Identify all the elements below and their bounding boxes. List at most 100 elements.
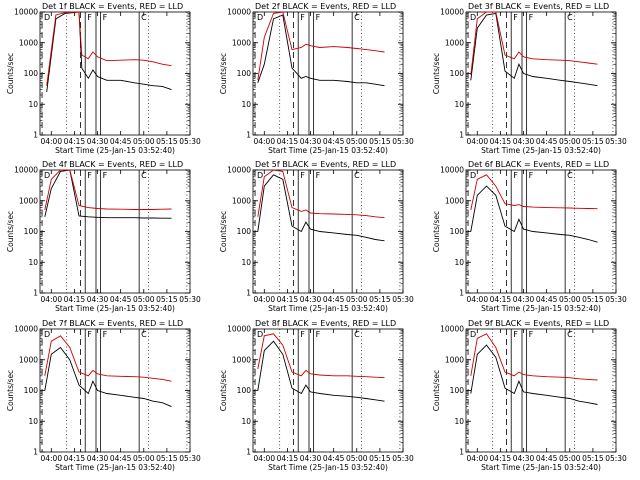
x-tick-label: 04:30 <box>300 295 322 304</box>
x-tick-label: 04:00 <box>40 137 62 146</box>
x-axis-label: Start Time (25-Jan-15 03:52:40) <box>481 146 601 155</box>
y-tick-label: 10 <box>454 100 464 109</box>
marker-letter: D <box>44 330 50 339</box>
x-tick-label: 04:15 <box>277 295 299 304</box>
x-tick-label: 04:30 <box>513 454 535 463</box>
y-axis-label: Counts/sec <box>432 211 441 252</box>
y-tick-label: 100 <box>24 227 39 236</box>
x-tick-label: 04:45 <box>536 454 558 463</box>
x-tick-label: 04:30 <box>300 137 322 146</box>
x-tick-label: 04:15 <box>490 295 512 304</box>
y-axis-label: Counts/sec <box>219 370 228 411</box>
y-axis-label: Counts/sec <box>219 211 228 252</box>
series-line-lld <box>257 333 385 379</box>
series-line-events <box>470 344 598 405</box>
x-axis-label: Start Time (25-Jan-15 03:52:40) <box>481 463 601 472</box>
y-tick-label: 100 <box>237 227 252 236</box>
marker-letter: F <box>316 13 321 22</box>
x-axis-label: Start Time (25-Jan-15 03:52:40) <box>268 146 388 155</box>
x-tick-label: 04:30 <box>513 295 535 304</box>
y-tick-label: 1000 <box>445 355 464 364</box>
series-line-lld <box>470 174 598 211</box>
x-tick-label: 05:15 <box>156 454 178 463</box>
y-tick-label: 100 <box>24 69 39 78</box>
y-tick-label: 1 <box>459 448 464 457</box>
x-tick-label: 05:30 <box>605 454 627 463</box>
plot-frame <box>39 169 191 294</box>
y-tick-label: 10000 <box>440 325 464 334</box>
subplot-6: Det 6f BLACK = Events, RED = LLD 1 10 100 10… <box>432 160 627 313</box>
x-tick-label: 04:30 <box>87 454 109 463</box>
subplot-9: Det 9f BLACK = Events, RED = LLD 1 10 100 10… <box>432 319 627 472</box>
subplot-4: Det 4f BLACK = Events, RED = LLD 1 10 100 10… <box>6 160 201 313</box>
series-line-events <box>44 346 172 408</box>
x-tick-label: 04:45 <box>323 454 345 463</box>
y-tick-label: 100 <box>450 69 465 78</box>
x-tick-label: 05:15 <box>369 137 391 146</box>
marker-letter: F <box>513 171 518 180</box>
x-tick-label: 05:00 <box>346 137 368 146</box>
x-tick-label: 05:15 <box>582 137 604 146</box>
x-tick-label: 05:00 <box>133 295 155 304</box>
x-tick-label: 05:15 <box>369 295 391 304</box>
x-tick-label: 04:15 <box>277 137 299 146</box>
y-tick-label: 1000 <box>232 38 251 47</box>
x-tick-label: 05:00 <box>559 295 581 304</box>
series-line-events <box>470 12 598 87</box>
plot-frame <box>252 169 404 294</box>
x-tick-label: 04:15 <box>490 137 512 146</box>
y-tick-label: 1 <box>459 131 464 140</box>
plot-frame <box>39 11 191 136</box>
y-tick-label: 1 <box>246 289 251 298</box>
x-axis-label: Start Time (25-Jan-15 03:52:40) <box>268 463 388 472</box>
subplot-title: Det 6f BLACK = Events, RED = LLD <box>468 160 609 169</box>
x-tick-label: 05:15 <box>582 295 604 304</box>
marker-letter: C <box>141 171 147 180</box>
y-tick-label: 100 <box>24 386 39 395</box>
y-tick-label: 1 <box>33 289 38 298</box>
marker-letter: F <box>87 330 92 339</box>
y-axis-label: Counts/sec <box>432 53 441 94</box>
x-tick-label: 05:30 <box>392 137 414 146</box>
x-tick-label: 04:30 <box>87 137 109 146</box>
y-tick-label: 10 <box>241 417 251 426</box>
subplot-title: Det 7f BLACK = Events, RED = LLD <box>42 319 183 328</box>
y-tick-label: 100 <box>450 386 465 395</box>
subplot-title: Det 9f BLACK = Events, RED = LLD <box>468 319 609 328</box>
series-line-events <box>44 169 172 219</box>
y-tick-label: 100 <box>237 386 252 395</box>
marker-letter: F <box>87 13 92 22</box>
x-tick-label: 04:15 <box>490 454 512 463</box>
x-tick-label: 05:30 <box>179 137 201 146</box>
series-line-events <box>257 174 385 242</box>
y-axis-label: Counts/sec <box>6 211 15 252</box>
series-line-lld <box>44 169 172 211</box>
marker-letter: D <box>257 13 263 22</box>
y-tick-label: 10000 <box>14 166 38 175</box>
x-tick-label: 04:45 <box>323 295 345 304</box>
y-tick-label: 1000 <box>232 196 251 205</box>
marker-letter: F <box>103 13 108 22</box>
x-tick-label: 04:15 <box>277 454 299 463</box>
marker-letter: D <box>470 13 476 22</box>
y-axis-label: Counts/sec <box>432 370 441 411</box>
x-tick-label: 04:45 <box>110 295 132 304</box>
y-tick-label: 10 <box>454 417 464 426</box>
series-line-lld <box>257 11 385 81</box>
marker-letter: F <box>103 330 108 339</box>
y-tick-label: 100 <box>450 227 465 236</box>
y-tick-label: 10000 <box>227 325 251 334</box>
y-tick-label: 1 <box>246 448 251 457</box>
y-tick-label: 10 <box>28 258 38 267</box>
y-tick-label: 10000 <box>227 8 251 17</box>
x-tick-label: 05:30 <box>605 137 627 146</box>
x-tick-label: 04:00 <box>466 454 488 463</box>
subplot-title: Det 1f BLACK = Events, RED = LLD <box>42 2 183 11</box>
plot-frame <box>39 328 191 453</box>
marker-letter: C <box>354 171 360 180</box>
y-axis-label: Counts/sec <box>6 53 15 94</box>
x-tick-label: 05:30 <box>392 295 414 304</box>
x-tick-label: 05:30 <box>605 295 627 304</box>
subplot-title: Det 4f BLACK = Events, RED = LLD <box>42 160 183 169</box>
x-tick-label: 04:30 <box>300 454 322 463</box>
